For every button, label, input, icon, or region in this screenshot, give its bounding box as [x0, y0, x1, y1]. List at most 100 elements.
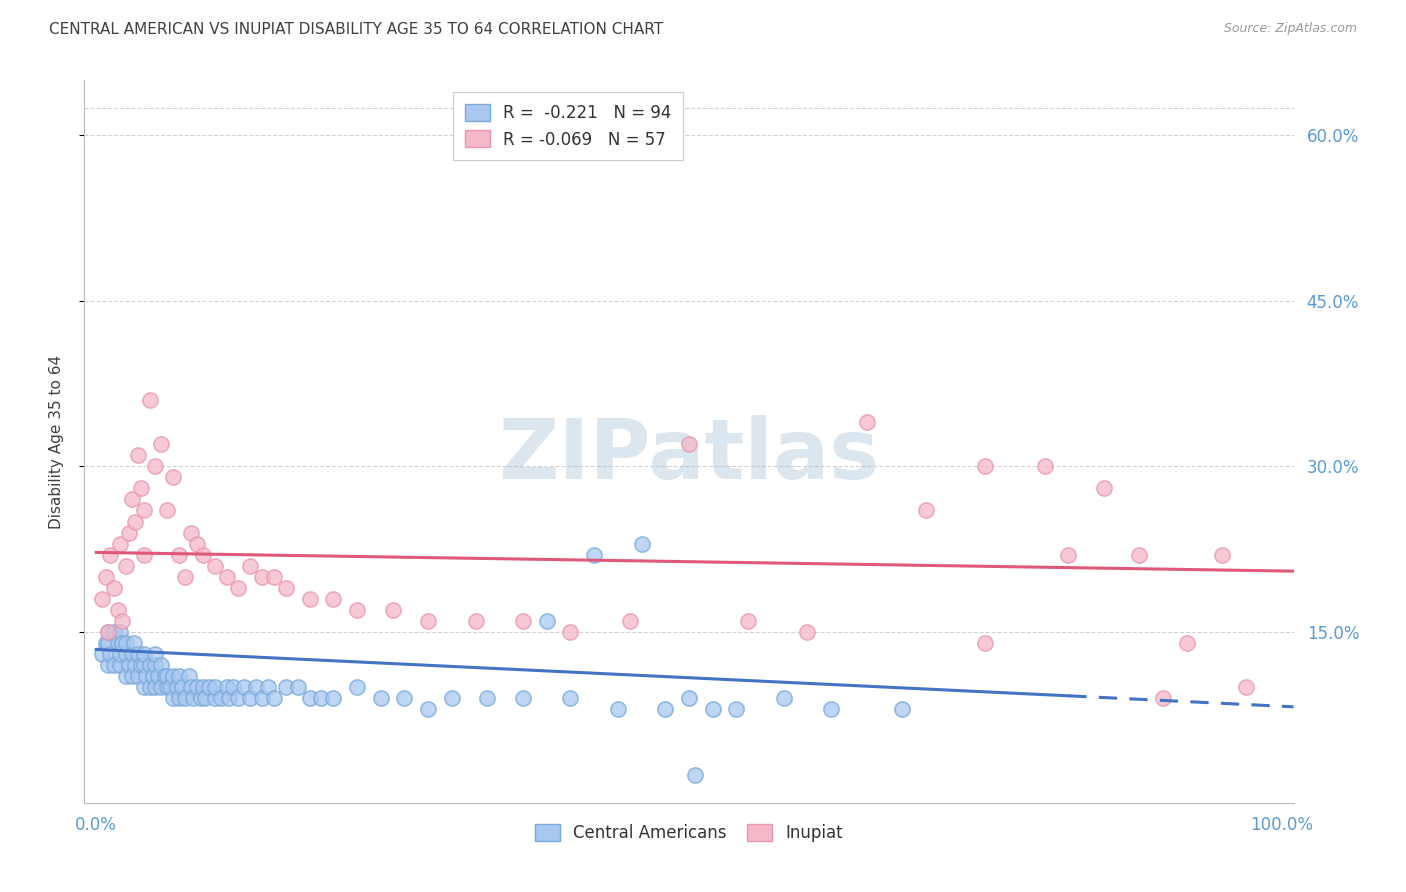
Point — [124, 515, 146, 529]
Point — [974, 459, 997, 474]
Point — [702, 702, 724, 716]
Point — [180, 680, 202, 694]
Point — [100, 548, 122, 562]
Point — [121, 647, 143, 661]
Point — [156, 680, 179, 694]
Point — [346, 680, 368, 694]
Point — [418, 614, 440, 628]
Point — [322, 591, 344, 606]
Point — [239, 558, 262, 573]
Point — [127, 647, 149, 661]
Point — [190, 691, 212, 706]
Point — [167, 669, 190, 683]
Point — [127, 448, 149, 462]
Point — [678, 437, 700, 451]
Point — [132, 647, 155, 661]
Point — [115, 669, 138, 683]
Point — [418, 702, 440, 716]
Point — [228, 691, 250, 706]
Point — [683, 768, 706, 782]
Point — [820, 702, 842, 716]
Point — [177, 669, 200, 683]
Point — [233, 680, 256, 694]
Point — [135, 669, 157, 683]
Point — [108, 536, 131, 550]
Point — [94, 569, 117, 583]
Point — [464, 614, 486, 628]
Point — [1234, 680, 1257, 694]
Point — [606, 702, 628, 716]
Point — [94, 636, 117, 650]
Point — [183, 691, 205, 706]
Point — [228, 581, 250, 595]
Point — [204, 558, 226, 573]
Point — [124, 657, 146, 672]
Point — [174, 691, 197, 706]
Point — [263, 691, 285, 706]
Point — [145, 657, 167, 672]
Point — [145, 459, 167, 474]
Point — [121, 492, 143, 507]
Point — [322, 691, 344, 706]
Point — [263, 569, 285, 583]
Point — [204, 691, 226, 706]
Point — [132, 503, 155, 517]
Point — [118, 657, 141, 672]
Point — [440, 691, 463, 706]
Point — [536, 614, 558, 628]
Point — [97, 657, 120, 672]
Point — [115, 558, 138, 573]
Point — [204, 680, 226, 694]
Point — [381, 603, 404, 617]
Point — [186, 680, 208, 694]
Point — [512, 614, 534, 628]
Point — [191, 548, 214, 562]
Point — [138, 393, 160, 408]
Point — [118, 525, 141, 540]
Point — [145, 680, 167, 694]
Point — [115, 636, 138, 650]
Point — [678, 691, 700, 706]
Point — [170, 680, 193, 694]
Text: Source: ZipAtlas.com: Source: ZipAtlas.com — [1223, 22, 1357, 36]
Point — [162, 691, 184, 706]
Point — [298, 691, 321, 706]
Point — [974, 636, 997, 650]
Point — [103, 581, 125, 595]
Point — [191, 680, 214, 694]
Point — [122, 636, 145, 650]
Point — [103, 657, 125, 672]
Point — [215, 569, 238, 583]
Point — [146, 669, 169, 683]
Point — [394, 691, 416, 706]
Point — [915, 503, 938, 517]
Point — [167, 548, 190, 562]
Point — [194, 691, 217, 706]
Point — [477, 691, 499, 706]
Text: CENTRAL AMERICAN VS INUPIAT DISABILITY AGE 35 TO 64 CORRELATION CHART: CENTRAL AMERICAN VS INUPIAT DISABILITY A… — [49, 22, 664, 37]
Point — [257, 680, 280, 694]
Legend: Central Americans, Inupiat: Central Americans, Inupiat — [529, 817, 849, 848]
Point — [150, 437, 173, 451]
Point — [142, 669, 165, 683]
Point — [725, 702, 748, 716]
Point — [174, 569, 197, 583]
Point — [1033, 459, 1056, 474]
Point — [1152, 691, 1174, 706]
Point — [91, 591, 114, 606]
Point — [346, 603, 368, 617]
Point — [186, 536, 208, 550]
Point — [1128, 548, 1150, 562]
Point — [162, 669, 184, 683]
Y-axis label: Disability Age 35 to 64: Disability Age 35 to 64 — [49, 354, 63, 529]
Point — [1175, 636, 1198, 650]
Point — [150, 680, 173, 694]
Point — [180, 525, 202, 540]
Point — [274, 680, 297, 694]
Point — [560, 624, 582, 639]
Point — [97, 624, 120, 639]
Point — [150, 657, 173, 672]
Point — [132, 657, 155, 672]
Point — [153, 669, 176, 683]
Text: ZIPatlas: ZIPatlas — [499, 416, 879, 497]
